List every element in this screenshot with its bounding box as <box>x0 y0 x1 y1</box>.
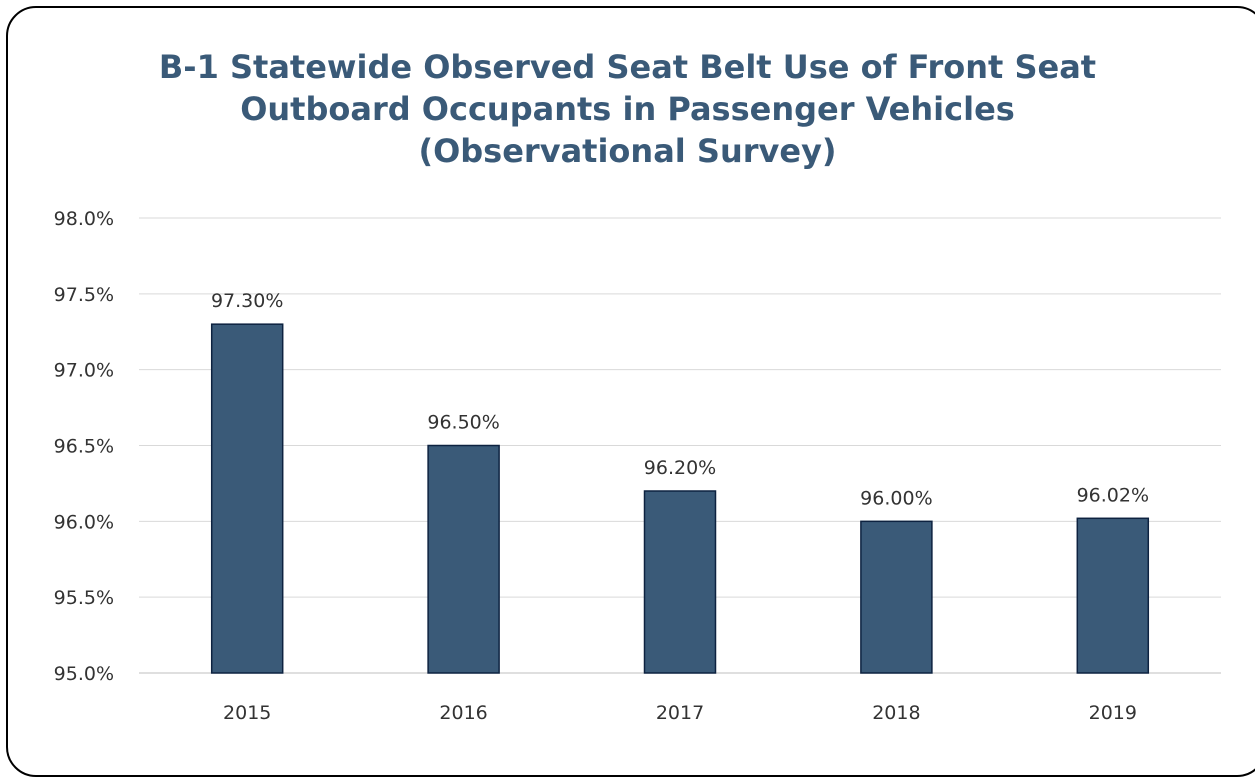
y-tick-label: 95.0% <box>54 663 114 685</box>
bar-2016 <box>427 444 500 674</box>
bar-2019 <box>1076 517 1150 674</box>
data-label-2017: 96.20% <box>644 457 716 479</box>
bar-2018 <box>860 520 933 674</box>
bar-2015 <box>210 323 284 674</box>
y-tick-label: 98.0% <box>54 208 114 230</box>
y-axis-tick-labels: 95.0% 95.5% 96.0% 96.5% 97.0% 97.5% 98.0% <box>54 208 114 685</box>
y-tick-label: 96.5% <box>54 436 114 458</box>
bar-chart: 95.0% 95.5% 96.0% 96.5% 97.0% 97.5% 98.0% 97.3… <box>54 208 1221 724</box>
chart-title-line-1: B-1 Statewide Observed Seat Belt Use of … <box>158 48 1097 86</box>
chart-title: B-1 Statewide Observed Seat Belt Use of … <box>0 46 1255 172</box>
data-label-2016: 96.50% <box>427 412 499 434</box>
x-tick-label-2018: 2018 <box>872 702 920 724</box>
y-tick-label: 95.5% <box>54 587 114 609</box>
data-label-2019: 96.02% <box>1077 484 1149 506</box>
chart-title-line-3: (Observational Survey) <box>418 132 837 170</box>
x-tick-label-2019: 2019 <box>1089 702 1137 724</box>
data-label-2018: 96.00% <box>860 487 932 509</box>
x-tick-label-2016: 2016 <box>439 702 487 724</box>
data-label-2015: 97.30% <box>211 290 283 312</box>
x-tick-label-2017: 2017 <box>656 702 704 724</box>
bar-2017 <box>643 490 717 674</box>
x-tick-label-2015: 2015 <box>223 702 271 724</box>
bars <box>210 323 1150 674</box>
y-tick-label: 96.0% <box>54 511 114 533</box>
y-tick-label: 97.5% <box>54 284 114 306</box>
x-axis-tick-labels: 2015 2016 2017 2018 2019 <box>223 702 1137 724</box>
y-tick-label: 97.0% <box>54 360 114 382</box>
data-labels: 97.30% 96.50% 96.20% 96.00% 96.02% <box>211 290 1149 509</box>
chart-title-line-2: Outboard Occupants in Passenger Vehicles <box>240 90 1015 128</box>
